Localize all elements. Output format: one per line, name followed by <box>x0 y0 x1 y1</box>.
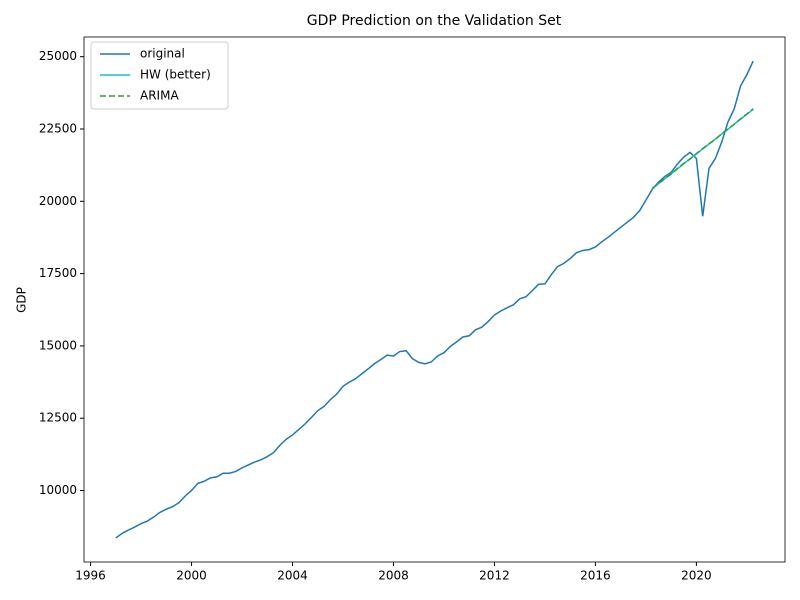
y-tick-label: 12500 <box>39 411 77 425</box>
x-tick-label: 2000 <box>176 569 207 583</box>
x-tick-label: 1996 <box>75 569 106 583</box>
legend-box <box>90 41 229 110</box>
y-tick-label: 17500 <box>39 266 77 280</box>
y-tick-label: 15000 <box>39 338 77 352</box>
y-tick-label: 22500 <box>39 121 77 135</box>
x-tick-label: 2016 <box>580 569 611 583</box>
x-tick-label: 2008 <box>378 569 409 583</box>
x-tick-label: 2012 <box>479 569 510 583</box>
plot-frame <box>83 36 786 563</box>
series-line <box>651 108 754 189</box>
y-axis-label: GDP <box>15 287 29 313</box>
chart-title: GDP Prediction on the Validation Set <box>307 13 562 29</box>
x-tick-label: 2020 <box>681 569 712 583</box>
legend-label: ARIMA <box>140 89 179 103</box>
series-line <box>115 60 754 539</box>
legend-label: HW (better) <box>140 68 211 82</box>
y-tick-label: 25000 <box>39 49 77 63</box>
y-tick-label: 20000 <box>39 194 77 208</box>
legend-label: original <box>140 47 185 61</box>
x-tick-label: 2004 <box>277 569 308 583</box>
y-tick-label: 10000 <box>39 483 77 497</box>
